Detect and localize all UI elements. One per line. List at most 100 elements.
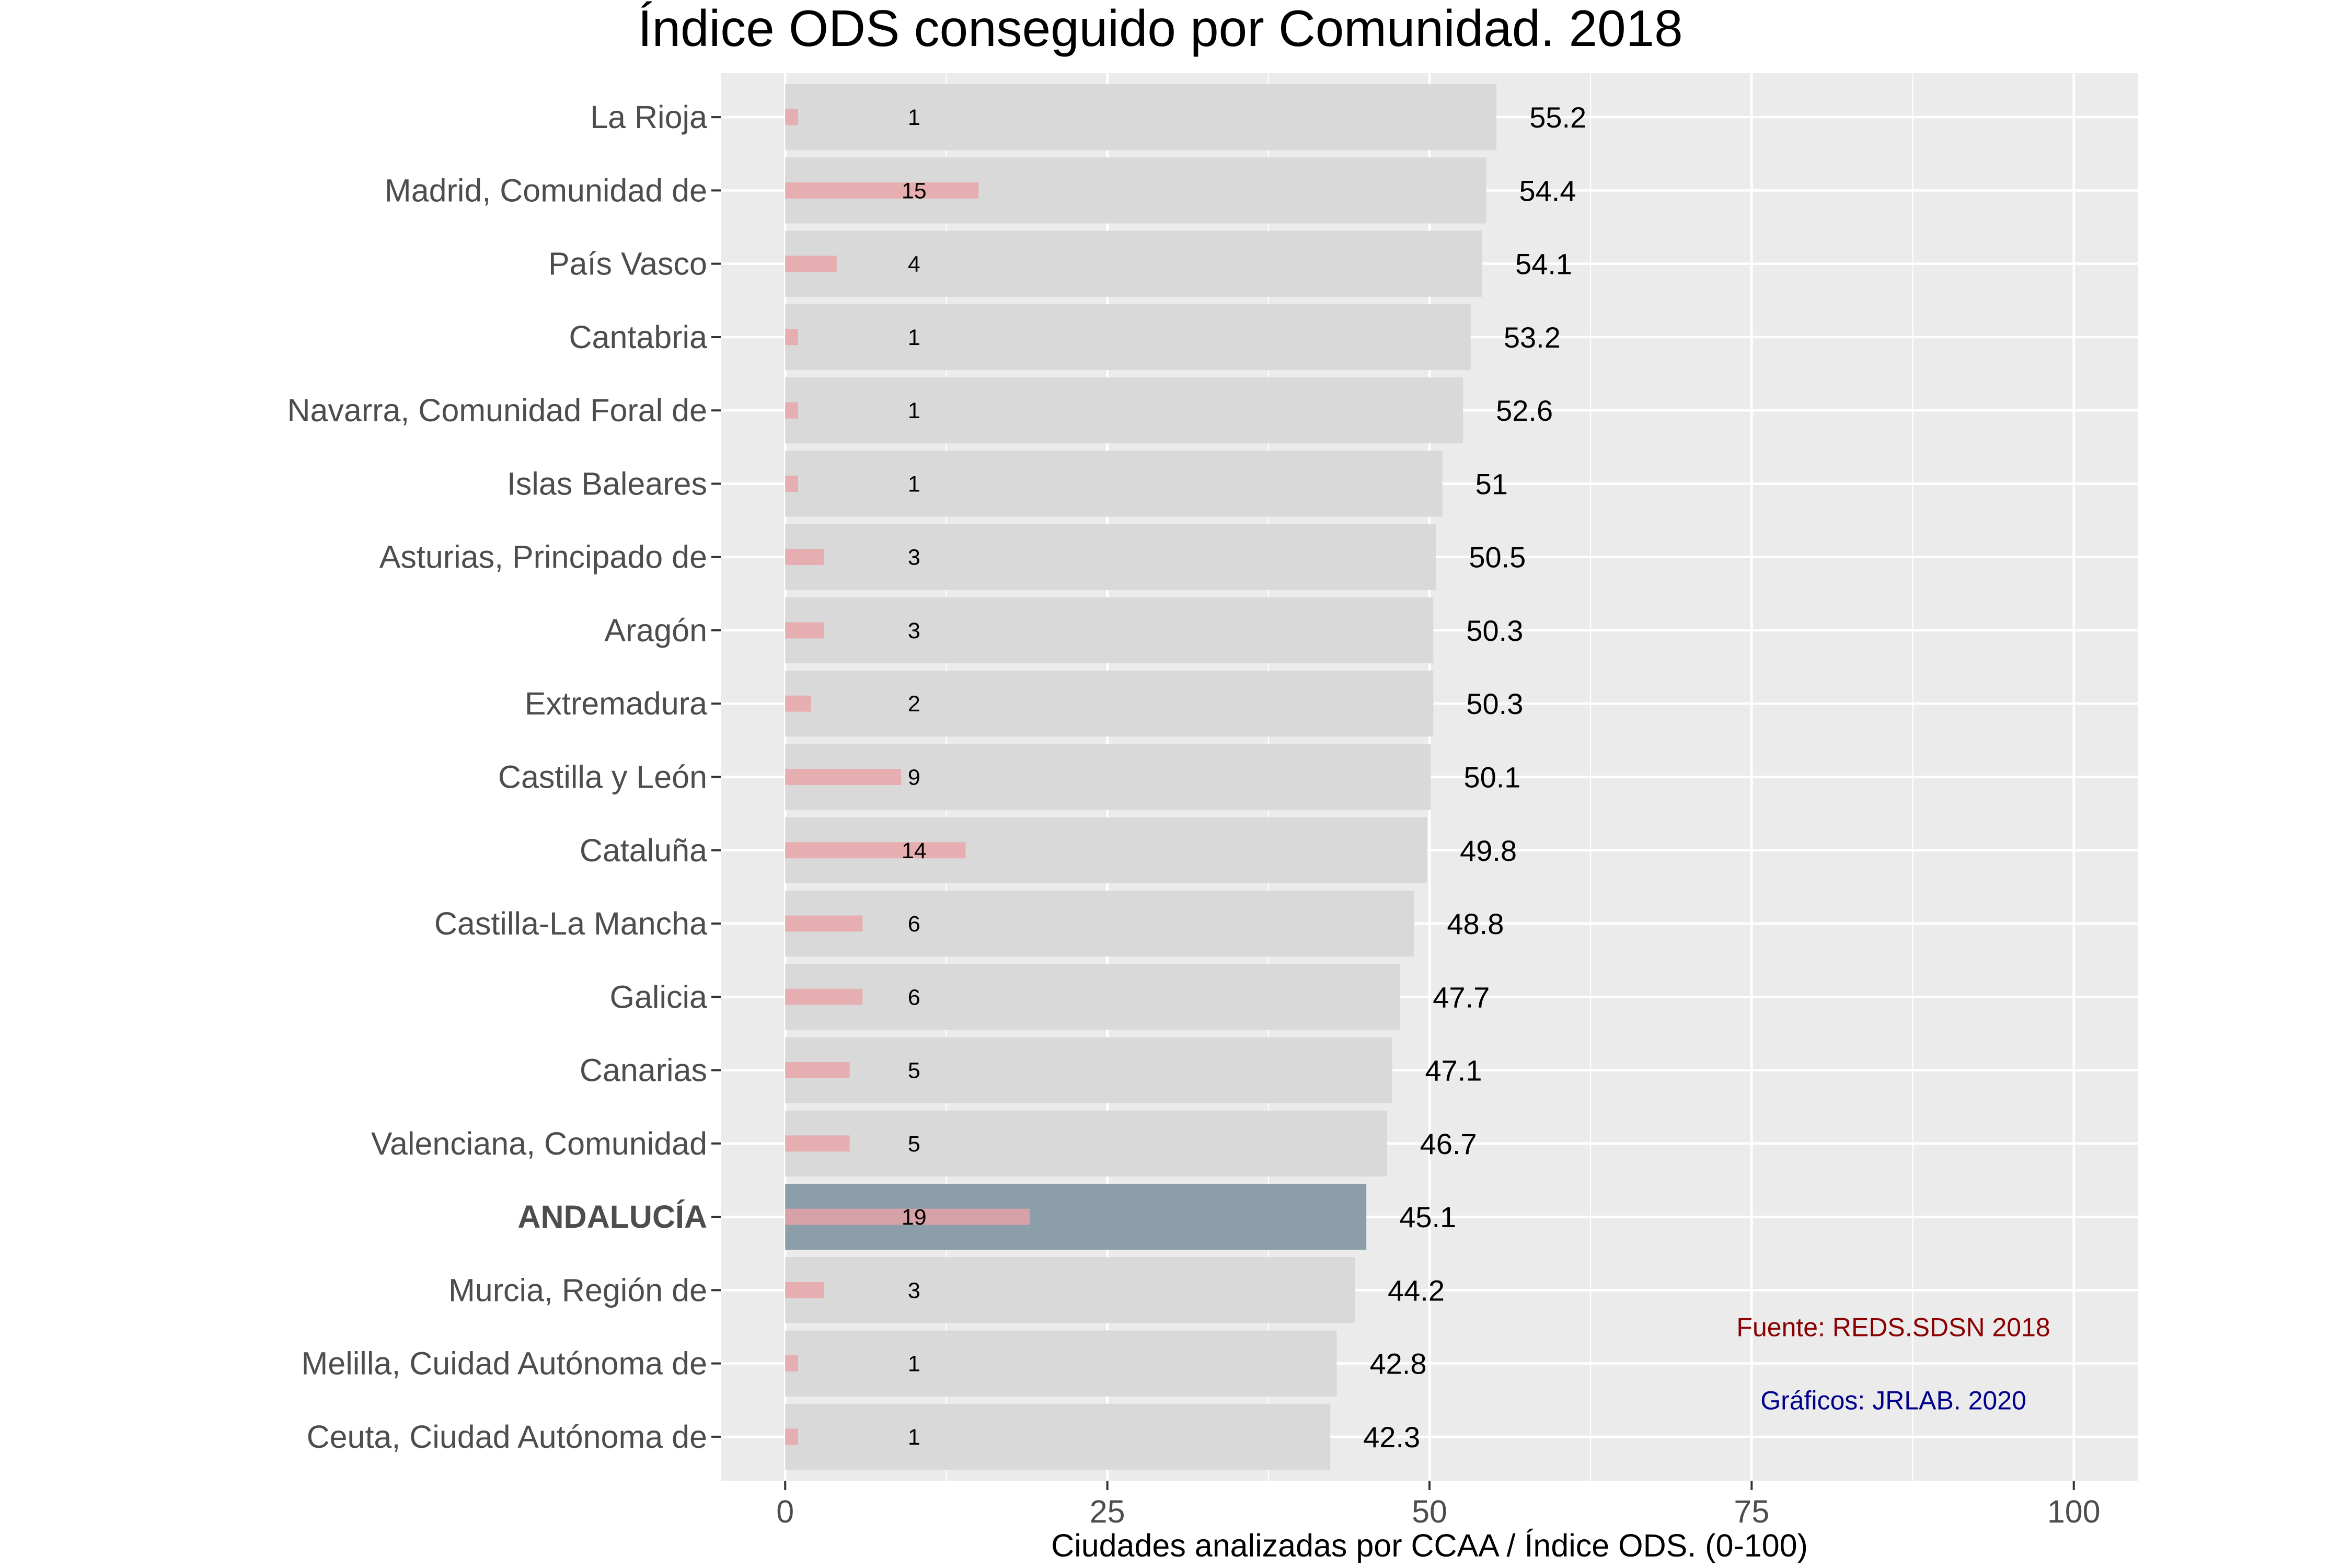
bar-count	[785, 1135, 850, 1152]
y-tick-label: Castilla-La Mancha	[434, 906, 707, 941]
value-label: 50.3	[1466, 614, 1523, 647]
count-label: 1	[908, 105, 920, 130]
annotation-text: Gráficos: JRLAB. 2020	[1760, 1386, 2026, 1415]
value-label: 54.4	[1519, 174, 1576, 207]
bar-index	[785, 1110, 1387, 1177]
bar-index	[785, 671, 1434, 737]
count-label: 1	[908, 325, 920, 350]
annotation-text: Fuente: REDS.SDSN 2018	[1736, 1312, 2050, 1342]
y-tick-label: ANDALUCÍA	[517, 1199, 707, 1235]
bar-count	[785, 842, 966, 859]
value-label: 47.1	[1425, 1054, 1482, 1087]
bars-count	[785, 109, 1030, 1445]
x-tick-label: 50	[1412, 1494, 1447, 1529]
value-label: 50.3	[1466, 687, 1523, 720]
bar-index	[785, 377, 1463, 444]
bar-index	[785, 890, 1414, 957]
bar-count	[785, 109, 798, 125]
y-tick-label: Asturias, Principado de	[379, 539, 707, 575]
y-tick-label: Melilla, Cuidad Autónoma de	[301, 1346, 707, 1381]
count-label: 6	[908, 985, 920, 1010]
y-tick-label: Canarias	[580, 1053, 707, 1088]
value-label: 50.1	[1463, 761, 1520, 794]
bar-count	[785, 1062, 850, 1078]
bar-count	[785, 329, 798, 345]
value-label: 55.2	[1529, 101, 1586, 134]
annotations: Fuente: REDS.SDSN 2018 Gráficos: JRLAB. 2…	[1736, 1312, 2050, 1415]
value-label: 46.7	[1420, 1127, 1477, 1160]
bar-index	[785, 964, 1400, 1030]
bar-index	[785, 597, 1434, 664]
bar-count	[785, 476, 798, 492]
bar-index	[785, 1257, 1355, 1323]
count-label: 6	[908, 912, 920, 937]
count-labels: 1 15 4 1 1 1 3 3 2 9 14 6 6 5 5 19 3 1 1	[902, 105, 927, 1450]
bar-count	[785, 769, 902, 785]
count-label: 4	[908, 252, 920, 277]
count-label: 5	[908, 1132, 920, 1157]
bar-count	[785, 695, 811, 712]
y-tick-label: Madrid, Comunidad de	[385, 172, 707, 208]
y-axis: La Rioja Madrid, Comunidad de País Vasco Ca…	[287, 99, 721, 1455]
count-label: 14	[902, 838, 927, 863]
count-label: 3	[908, 1278, 920, 1303]
bar-count	[785, 256, 837, 272]
bar-count	[785, 1282, 824, 1298]
x-tick-label: 75	[1734, 1494, 1769, 1529]
x-axis-title: Ciudades analizadas por CCAA / Índice OD…	[1051, 1528, 1808, 1563]
count-label: 1	[908, 1425, 920, 1450]
y-tick-label: Navarra, Comunidad Foral de	[287, 393, 707, 428]
value-label: 52.6	[1496, 394, 1553, 427]
bars-index	[785, 84, 1497, 1470]
y-tick-label: Castilla y León	[498, 759, 707, 795]
y-tick-label: Cantabria	[569, 319, 708, 355]
bar-index	[785, 524, 1436, 590]
value-label: 44.2	[1388, 1274, 1445, 1307]
count-label: 2	[908, 691, 920, 717]
value-label: 53.2	[1504, 321, 1561, 354]
bar-count	[785, 1355, 798, 1372]
value-labels: 55.2 54.4 54.1 53.2 52.6 51 50.5 50.3 50.3 50.1 49…	[1363, 101, 1586, 1454]
count-label: 9	[908, 765, 920, 790]
y-tick-label: País Vasco	[548, 246, 707, 282]
count-label: 3	[908, 545, 920, 570]
value-label: 54.1	[1515, 248, 1572, 281]
x-axis: 0 25 50 75 100	[776, 1481, 2101, 1529]
value-label: 42.8	[1369, 1347, 1426, 1380]
x-tick-label: 25	[1090, 1494, 1125, 1529]
count-label: 5	[908, 1058, 920, 1083]
x-tick-label: 100	[2047, 1494, 2101, 1529]
bar-index	[785, 84, 1497, 151]
y-tick-label: Islas Baleares	[507, 466, 707, 501]
bar-count	[785, 182, 979, 199]
bar-index	[785, 230, 1483, 297]
bar-index	[785, 451, 1443, 517]
value-label: 50.5	[1469, 541, 1526, 574]
x-tick-label: 0	[776, 1494, 794, 1529]
chart-title: Índice ODS conseguido por Comunidad. 201…	[638, 0, 1682, 57]
y-tick-label: Ceuta, Ciudad Autónoma de	[307, 1419, 707, 1455]
bar-count	[785, 1428, 798, 1445]
bar-count	[785, 402, 798, 419]
value-label: 48.8	[1447, 907, 1504, 940]
count-label: 15	[902, 178, 927, 203]
count-label: 1	[908, 1352, 920, 1377]
count-label: 19	[902, 1205, 927, 1230]
bar-index	[785, 1403, 1331, 1470]
count-label: 1	[908, 471, 920, 497]
bar-count	[785, 622, 824, 639]
bar-count	[785, 549, 824, 566]
y-tick-label: Valenciana, Comunidad	[371, 1126, 707, 1161]
count-label: 1	[908, 398, 920, 423]
bar-count	[785, 988, 863, 1005]
value-label: 51	[1475, 467, 1508, 500]
y-tick-label: Cataluña	[580, 833, 707, 868]
y-tick-label: Murcia, Región de	[448, 1272, 707, 1308]
bar-count	[785, 1208, 1030, 1225]
value-label: 42.3	[1363, 1421, 1420, 1454]
y-tick-label: La Rioja	[590, 99, 707, 135]
y-tick-label: Extremadura	[525, 686, 707, 721]
count-label: 3	[908, 618, 920, 643]
y-tick-label: Galicia	[610, 979, 708, 1014]
